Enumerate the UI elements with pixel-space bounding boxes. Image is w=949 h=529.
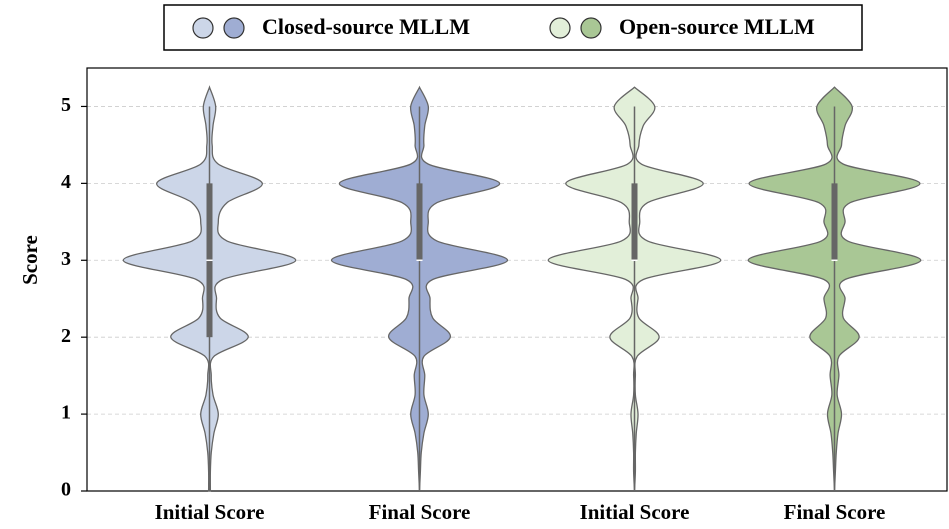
legend-marker (192, 17, 214, 39)
plot-frame (86, 67, 948, 492)
legend-label: Closed-source MLLM (262, 14, 470, 39)
x-tick-label: Initial Score (155, 500, 265, 524)
legend-marker (549, 17, 571, 39)
legend-marker (223, 17, 245, 39)
legend-marker (580, 17, 602, 39)
box (831, 183, 838, 261)
y-tick-label: 3 (61, 248, 71, 270)
y-tick-label: 1 (61, 402, 71, 424)
box (416, 183, 423, 261)
y-axis-label: Score (18, 235, 42, 285)
y-tick-label: 4 (61, 171, 71, 193)
x-tick-label: Initial Score (580, 500, 690, 524)
y-tick-label: 5 (61, 94, 71, 116)
x-tick-label: Final Score (784, 500, 886, 524)
y-tick-label: 0 (61, 479, 71, 501)
y-tick-label: 2 (61, 325, 71, 347)
legend-box (163, 4, 863, 51)
x-tick-label: Final Score (369, 500, 471, 524)
legend-label: Open-source MLLM (619, 14, 815, 39)
box (631, 183, 638, 261)
